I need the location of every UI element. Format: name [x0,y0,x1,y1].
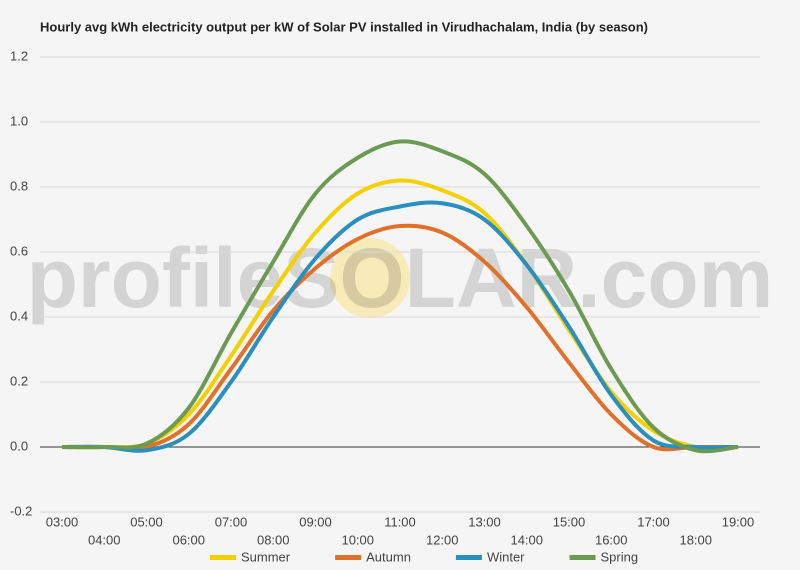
watermark: profileSOLAR.com [27,231,774,325]
series-line [61,178,739,451]
y-tick-label: -0.2 [10,503,32,518]
legend-label: Spring [601,549,639,564]
series-line [61,200,739,453]
x-tick-label: 03:00 [46,514,79,529]
x-tick-label: 16:00 [595,532,628,547]
series-line [61,139,739,454]
legend-swatch [335,555,362,560]
x-tick-label: 11:00 [384,514,416,529]
x-tick-label: 09:00 [299,514,332,529]
legend-label: Winter [487,549,525,564]
x-tick-label: 08:00 [257,532,290,547]
watermark-sun [330,238,410,318]
legend-swatch [569,555,596,560]
x-tick-label: 14:00 [510,532,543,547]
series-line [62,223,738,452]
legend-swatch [210,555,236,560]
y-tick-label: 0.4 [10,308,28,323]
x-tick-label: 04:00 [88,532,121,547]
x-tick-label: 18:00 [679,532,712,547]
x-tick-label: 06:00 [172,532,205,547]
y-tick-label: 0.0 [10,438,28,453]
legend-label: Autumn [366,549,411,564]
x-tick-label: 12:00 [426,532,459,547]
x-tick-label: 15:00 [553,514,586,529]
legend-swatch [455,555,482,560]
x-tick-label: 10:00 [341,532,374,547]
legend-label: Summer [241,549,291,564]
x-tick-label: 05:00 [130,514,163,529]
x-tick-label: 07:00 [215,514,248,529]
y-tick-label: 1.2 [10,48,28,63]
chart-title: Hourly avg kWh electricity output per kW… [40,19,648,34]
x-tick-label: 13:00 [468,514,501,529]
y-tick-label: 0.2 [10,373,28,388]
x-tick-label: 19:00 [722,514,755,529]
y-tick-label: 0.8 [10,178,28,193]
x-tick-label: 17:00 [637,514,670,529]
y-tick-label: 1.0 [10,113,28,128]
y-tick-label: 0.6 [10,243,28,258]
